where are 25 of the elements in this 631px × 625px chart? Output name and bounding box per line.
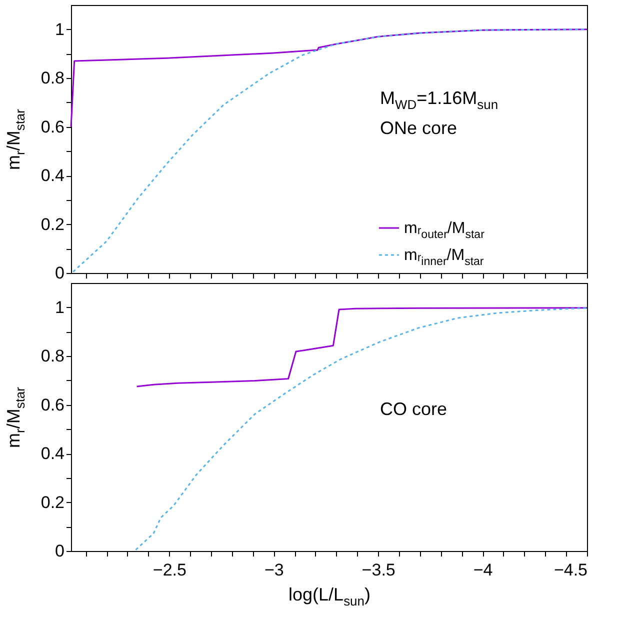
x-tick-label: −2.5 [152, 560, 186, 580]
y-tick-label: 1 [55, 298, 64, 317]
x-tick-label: −4.5 [554, 560, 588, 580]
y-tick-label: 0.6 [40, 117, 64, 136]
y-tick-label: 0.6 [40, 395, 64, 414]
y-tick-label: 1 [55, 20, 64, 39]
y-tick-label: 0 [55, 542, 64, 560]
line-series [135, 307, 588, 551]
x-axis-title: log(L/L$_{sun}$) [288, 584, 370, 609]
x-tick-label: −3 [264, 560, 284, 580]
line-series [136, 307, 588, 388]
legend-label: mᵣ$_{outer}$/M$_{star}$ [404, 220, 485, 241]
annotation: M$_{WD}$=1.16M$_{sun}$ [380, 88, 498, 112]
x-tick-label: −4 [473, 560, 493, 580]
y-tick-label: 0 [55, 264, 64, 282]
annotation: CO core [380, 399, 448, 419]
x-tick-label: −3.5 [362, 560, 396, 580]
legend-label: mᵣ$_{inner}$/M$_{star}$ [404, 247, 484, 268]
annotation: ONe core [380, 118, 458, 138]
y-tick-label: 0.2 [40, 214, 64, 234]
y-tick-label: 0.4 [40, 166, 64, 186]
y-tick-label: 0.4 [40, 444, 64, 464]
y-tick-label: 0.8 [40, 68, 64, 88]
y-tick-label: 0.2 [40, 492, 64, 512]
y-tick-label: 0.8 [40, 346, 64, 366]
